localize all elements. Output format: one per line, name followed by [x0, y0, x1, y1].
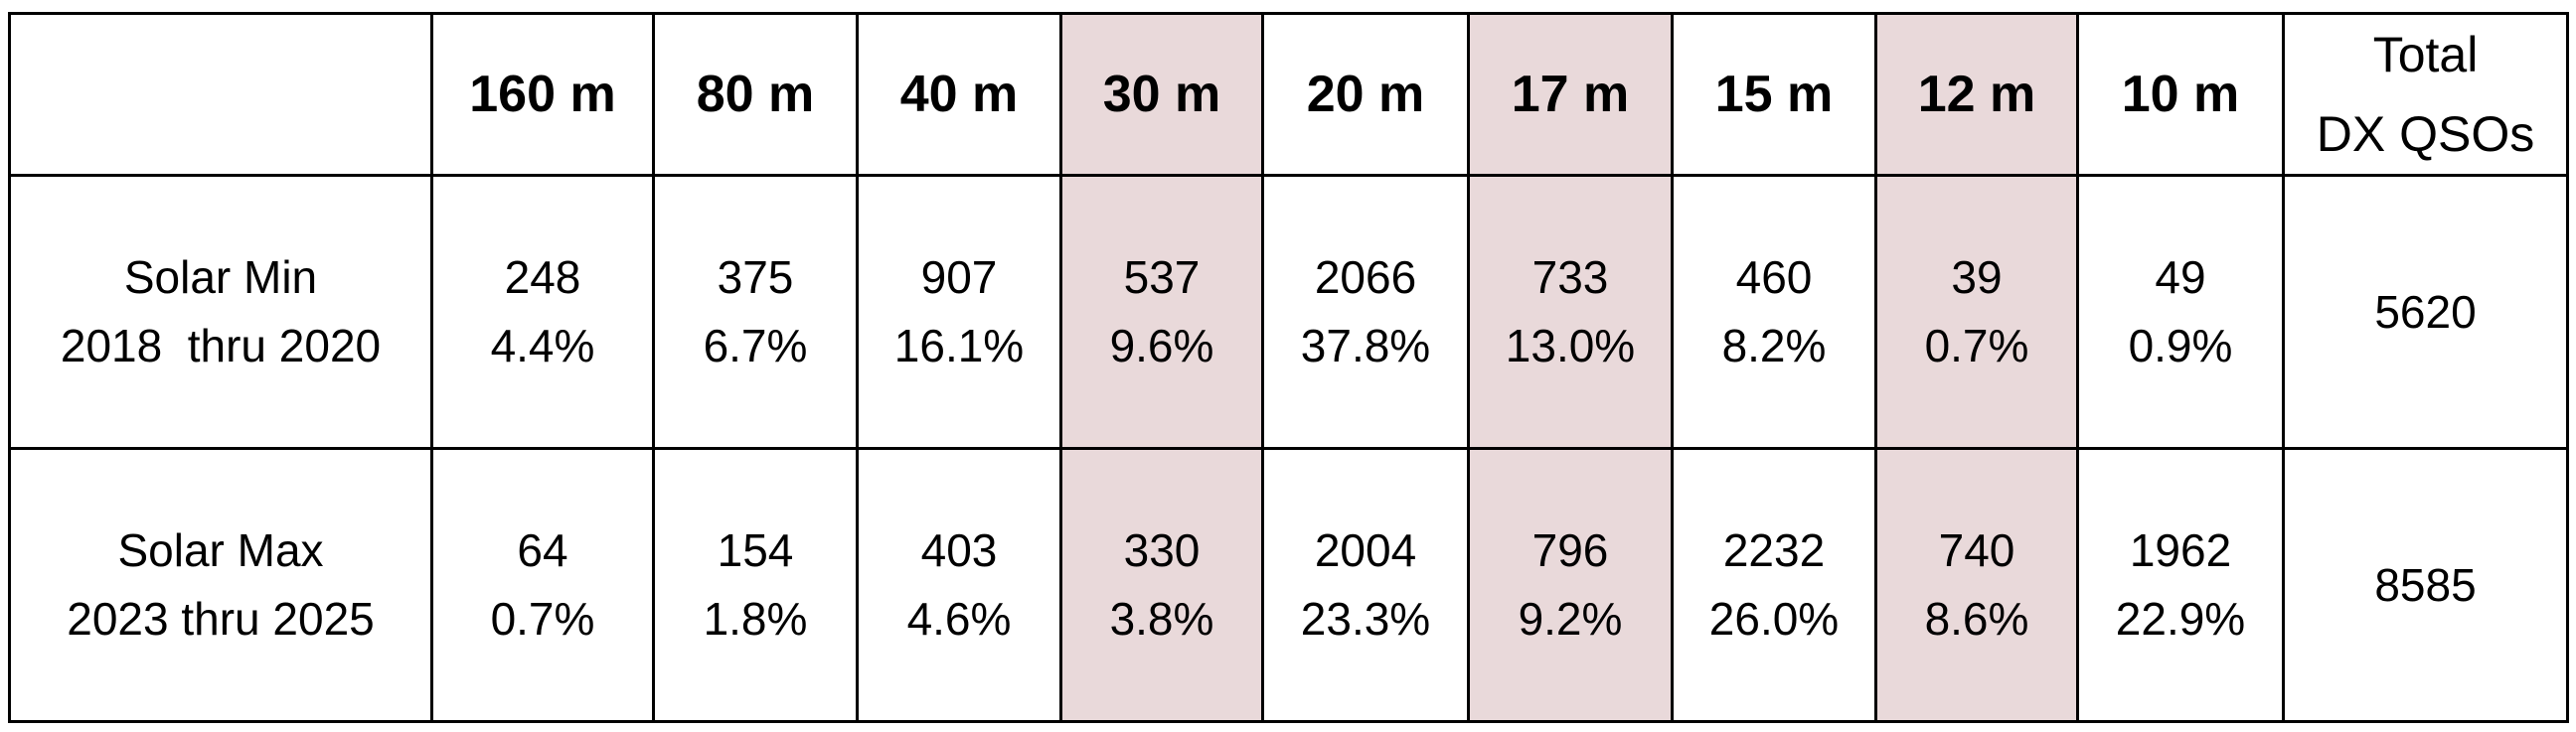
- cell-line: 2023 thru 2025: [67, 593, 375, 645]
- data-cell: 330 3.8%: [1059, 447, 1264, 723]
- cell-line: 248: [504, 251, 581, 303]
- cell-line: 1.8%: [703, 593, 808, 645]
- data-cell: 2232 26.0%: [1671, 447, 1877, 723]
- data-cell: 5620: [2282, 174, 2569, 450]
- data-row: Solar Max 2023 thru 2025 64 0.7% 154 1.8% 403 4…: [8, 447, 2569, 723]
- cell-line: 154: [717, 524, 794, 576]
- data-cell: 537 9.6%: [1059, 174, 1264, 450]
- data-cell: 64 0.7%: [430, 447, 655, 723]
- column-header: 20 m: [1261, 12, 1470, 177]
- column-header: 17 m: [1467, 12, 1674, 177]
- cell-line: 16.1%: [893, 320, 1025, 371]
- column-header: 15 m: [1671, 12, 1877, 177]
- cell-line: 0.9%: [2128, 320, 2233, 371]
- cell-line: 375: [717, 251, 794, 303]
- cell-line: 23.3%: [1300, 593, 1431, 645]
- data-cell: 2004 23.3%: [1261, 447, 1470, 723]
- data-cell: 154 1.8%: [652, 447, 859, 723]
- column-header: 80 m: [652, 12, 859, 177]
- row-header: Solar Max 2023 thru 2025: [8, 447, 433, 723]
- data-cell: 403 4.6%: [856, 447, 1062, 723]
- data-cell: 740 8.6%: [1874, 447, 2079, 723]
- cell-line: Total: [2372, 27, 2479, 82]
- cell-line: 49: [2155, 251, 2206, 303]
- cell-line: 37.8%: [1300, 320, 1431, 371]
- cell-line: 796: [1531, 524, 1609, 576]
- cell-line: 9.2%: [1518, 593, 1623, 645]
- data-cell: 49 0.9%: [2076, 174, 2285, 450]
- data-cell: 907 16.1%: [856, 174, 1062, 450]
- cell-line: 26.0%: [1708, 593, 1840, 645]
- cell-line: 64: [517, 524, 568, 576]
- cell-line: 537: [1123, 251, 1201, 303]
- row-header: Solar Min 2018 thru 2020: [8, 174, 433, 450]
- column-header: Total DX QSOs: [2282, 12, 2569, 177]
- cell-line: 20 m: [1306, 66, 1425, 123]
- data-cell: 8585: [2282, 447, 2569, 723]
- table-body: Solar Min 2018 thru 2020 248 4.4% 375 6.7% 907…: [8, 174, 2569, 723]
- cell-line: 460: [1735, 251, 1813, 303]
- cell-line: 2018 thru 2020: [60, 320, 382, 371]
- cell-line: 160 m: [469, 66, 616, 123]
- cell-line: 733: [1531, 251, 1609, 303]
- header-row: 160 m 80 m 40 m 30 m 20 m 17 m 15 m 12 m 10 m Tot…: [8, 12, 2569, 177]
- cell-line: 40 m: [899, 66, 1019, 123]
- cell-line: 1962: [2129, 524, 2232, 576]
- data-row: Solar Min 2018 thru 2020 248 4.4% 375 6.7% 907…: [8, 174, 2569, 450]
- cell-line: Solar Max: [117, 524, 324, 576]
- data-cell: 39 0.7%: [1874, 174, 2079, 450]
- column-header: 40 m: [856, 12, 1062, 177]
- cell-line: 12 m: [1917, 66, 2036, 123]
- cell-line: 2232: [1722, 524, 1826, 576]
- cell-line: 740: [1938, 524, 2015, 576]
- cell-line: 4.4%: [490, 320, 595, 371]
- cell-line: DX QSOs: [2316, 106, 2535, 162]
- cell-line: 39: [1951, 251, 2003, 303]
- cell-line: 0.7%: [490, 593, 595, 645]
- cell-line: 5620: [2374, 285, 2477, 338]
- data-cell: 248 4.4%: [430, 174, 655, 450]
- cell-line: 13.0%: [1505, 320, 1636, 371]
- data-cell: 796 9.2%: [1467, 447, 1674, 723]
- data-cell: 375 6.7%: [652, 174, 859, 450]
- data-cell: 733 13.0%: [1467, 174, 1674, 450]
- cell-line: 80 m: [696, 66, 815, 123]
- cell-line: 22.9%: [2115, 593, 2246, 645]
- cell-line: 4.6%: [906, 593, 1012, 645]
- cell-line: 6.7%: [703, 320, 808, 371]
- column-header: 30 m: [1059, 12, 1264, 177]
- cell-line: 9.6%: [1109, 320, 1214, 371]
- cell-line: 907: [920, 251, 998, 303]
- band-table: 160 m 80 m 40 m 30 m 20 m 17 m 15 m 12 m 10 m Tot…: [8, 12, 2569, 723]
- cell-line: 2004: [1314, 524, 1417, 576]
- cell-line: 8.6%: [1924, 593, 2029, 645]
- data-cell: 460 8.2%: [1671, 174, 1877, 450]
- cell-line: 10 m: [2121, 66, 2240, 123]
- cell-line: 30 m: [1102, 66, 1221, 123]
- cell-line: 8585: [2374, 558, 2477, 611]
- column-header: [8, 12, 433, 177]
- cell-line: 17 m: [1511, 66, 1630, 123]
- cell-line: 2066: [1314, 251, 1417, 303]
- cell-line: 403: [920, 524, 998, 576]
- data-cell: 1962 22.9%: [2076, 447, 2285, 723]
- cell-line: 330: [1123, 524, 1201, 576]
- column-header: 10 m: [2076, 12, 2285, 177]
- data-cell: 2066 37.8%: [1261, 174, 1470, 450]
- cell-line: Solar Min: [123, 251, 318, 303]
- cell-line: 0.7%: [1924, 320, 2029, 371]
- cell-line: 8.2%: [1721, 320, 1827, 371]
- column-header: 12 m: [1874, 12, 2079, 177]
- cell-line: 15 m: [1714, 66, 1834, 123]
- column-header: 160 m: [430, 12, 655, 177]
- cell-line: 3.8%: [1109, 593, 1214, 645]
